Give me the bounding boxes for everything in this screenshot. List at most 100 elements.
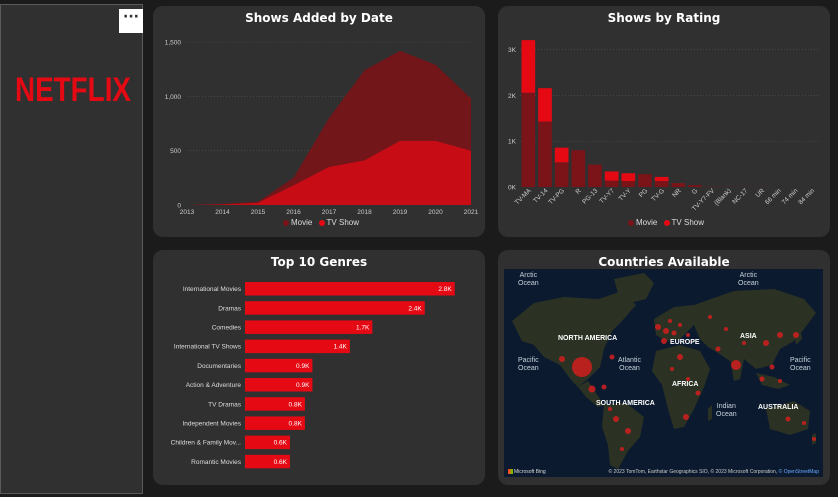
x-tick-label: 2019 <box>393 209 408 216</box>
genre-label: Action & Adventure <box>186 382 242 389</box>
svg-text:NETFLIX: NETFLIX <box>15 71 131 109</box>
bar-tv-show <box>621 173 636 182</box>
legend-swatch-movie <box>282 219 289 226</box>
x-tick-label: (Blank) <box>713 187 733 207</box>
genre-value-label: 0.9K <box>296 382 310 389</box>
bar-tv-show <box>521 40 536 93</box>
x-tick-label: UR <box>754 187 766 199</box>
bar-movie <box>654 181 669 187</box>
bar-movie <box>571 150 586 187</box>
more-options-button[interactable]: ··· <box>119 9 143 33</box>
genre-bar <box>245 320 373 334</box>
genre-value-label: 1.7K <box>356 324 370 331</box>
bar-movie <box>554 162 569 187</box>
legend-swatch-tv-show <box>318 219 325 226</box>
x-tick-label: 2013 <box>180 209 195 216</box>
map-continent-label: SOUTH AMERICA <box>596 400 655 407</box>
bar-movie <box>688 185 702 187</box>
x-tick-label: TV-Y7 <box>598 187 616 205</box>
bar-movie <box>588 164 602 187</box>
genre-label: TV Dramas <box>208 401 242 408</box>
map-provider: Microsoft Bing <box>508 469 546 475</box>
countries-card: Countries Available <box>498 250 830 485</box>
genre-label: International TV Shows <box>174 344 242 351</box>
genre-bar <box>245 416 305 430</box>
genre-value-label: 1.4K <box>333 344 347 351</box>
genre-bar <box>245 301 425 315</box>
x-tick-label: 74 min <box>781 187 800 206</box>
x-tick-label: PG-13 <box>581 187 600 206</box>
legend-tv-show: TV Show <box>671 218 705 227</box>
openstreetmap-link[interactable]: © OpenStreetMap <box>778 469 819 475</box>
map-continent-label: ASIA <box>740 333 757 340</box>
map-continent-label: AFRICA <box>672 381 699 388</box>
card-title: Shows by Rating <box>607 11 721 25</box>
bar-movie <box>638 174 652 187</box>
country-markers <box>559 315 816 451</box>
genre-value-label: 2.8K <box>438 286 452 293</box>
x-tick-label: TV-Y <box>618 187 634 203</box>
genre-label: Documentaries <box>197 363 241 370</box>
x-tick-label: TV-PG <box>547 187 566 206</box>
card-title: Top 10 Genres <box>270 255 368 269</box>
genre-label: Dramas <box>218 305 242 312</box>
y-tick-label: 1,500 <box>165 40 182 47</box>
x-tick-label: 2020 <box>428 209 443 216</box>
x-tick-label: NR <box>671 187 683 199</box>
x-tick-label: G <box>691 187 700 196</box>
logo-panel: ··· NETFLIX <box>0 4 143 494</box>
genre-bar <box>245 378 313 392</box>
shows-by-date-chart[interactable]: 0 500 1,000 1,500 2013 2014 2015 2016 2017 2018 20… <box>153 6 485 237</box>
bar-movie <box>521 92 536 187</box>
genre-label: Romantic Movies <box>191 459 242 466</box>
card-title: Shows Added by Date <box>245 11 393 25</box>
bar-movie <box>538 121 552 187</box>
map-ocean-label: Indian Ocean <box>716 403 737 418</box>
genre-bar <box>245 358 313 373</box>
bar-movie <box>621 181 636 187</box>
chart-legend: Movie TV Show <box>153 218 485 227</box>
x-tick-label: 2015 <box>251 209 266 216</box>
genre-value-label: 0.6K <box>274 440 288 447</box>
map-ocean-label: Arctic Ocean <box>738 272 759 287</box>
legend-movie: Movie <box>290 218 313 227</box>
legend-swatch-tv-show <box>663 219 670 226</box>
y-tick-label: 3K <box>508 47 517 54</box>
genre-label: Independent Movies <box>182 420 241 427</box>
top-genres-card: Top 10 Genres International Movies 2.8K Dr… <box>153 250 485 485</box>
x-tick-label: PG <box>638 187 650 199</box>
shows-by-rating-card: Shows by Rating 0K 1K 2K 3K TV-MA TV-14 TV-PG R… <box>498 6 830 237</box>
world-map[interactable]: Arctic Ocean Arctic Ocean Pacific Ocean Atl… <box>504 269 823 477</box>
map-continent-label: AUSTRALIA <box>758 404 799 411</box>
bar-tv-show <box>604 171 619 181</box>
genre-label: International Movies <box>183 286 242 293</box>
genre-value-label: 2.4K <box>408 305 422 312</box>
netflix-logo: NETFLIX <box>15 71 131 109</box>
microsoft-icon <box>508 469 513 475</box>
x-tick-label: 84 min <box>797 187 816 206</box>
y-tick-label: 0K <box>508 185 517 192</box>
legend-tv-show: TV Show <box>326 218 360 227</box>
shows-by-date-card: Shows Added by Date 0 500 1,000 1,500 2013 20… <box>153 6 485 237</box>
chart-legend: Movie TV Show <box>498 218 830 227</box>
genre-value-label: 0.8K <box>289 420 303 427</box>
bar-tv-show <box>554 147 569 163</box>
genre-label: Children & Family Mov... <box>171 440 242 447</box>
bar-movie <box>604 180 619 187</box>
legend-swatch-movie <box>627 219 634 226</box>
genre-value-label: 0.6K <box>274 459 288 466</box>
top-genres-chart[interactable]: International Movies 2.8K Dramas 2.4K Comedi… <box>153 250 485 485</box>
map-ocean-label: Atlantic Ocean <box>618 357 641 372</box>
y-tick-label: 1K <box>508 139 517 146</box>
map-credit: © 2023 TomTom, Earthstar Geographics SIO… <box>608 469 819 475</box>
map-land <box>512 273 816 469</box>
x-tick-label: TV-MA <box>514 187 533 206</box>
genre-value-label: 0.9K <box>296 363 310 370</box>
y-tick-label: 2K <box>508 93 517 100</box>
x-tick-label: R <box>574 187 582 195</box>
genre-bar <box>245 454 290 469</box>
map-ocean-label: Pacific Ocean <box>518 357 539 372</box>
genre-bar <box>245 339 350 354</box>
x-tick-label: TV-G <box>650 187 666 203</box>
